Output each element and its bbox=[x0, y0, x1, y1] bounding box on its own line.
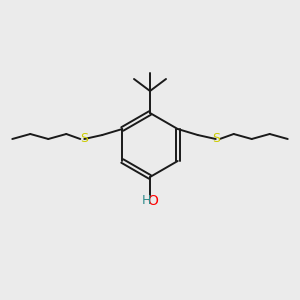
Text: S: S bbox=[80, 133, 88, 146]
Text: H: H bbox=[141, 194, 151, 208]
Text: S: S bbox=[212, 133, 220, 146]
Text: O: O bbox=[148, 194, 158, 208]
